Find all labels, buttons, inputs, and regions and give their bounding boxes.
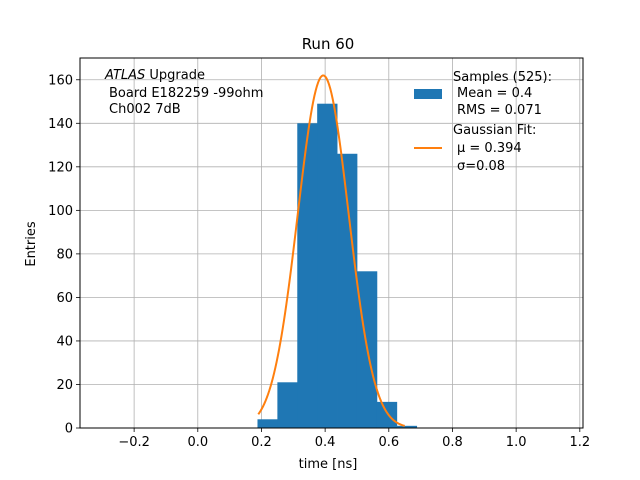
ticks: −0.2 0.0 0.2 0.4 0.6 0.8 1.0 1.2 0 20 40 60 80 100 120… (48, 73, 590, 450)
histogram-bar (376, 401, 398, 428)
x-tick-label: 0.2 (251, 435, 272, 450)
annotation-upgrade: Upgrade (145, 68, 205, 83)
y-tick-label: 40 (56, 334, 73, 349)
x-tick-label: 0.6 (378, 435, 399, 450)
histogram-bar (396, 425, 418, 428)
y-axis-label: Entries (24, 221, 39, 267)
y-tick-label: 140 (48, 117, 73, 132)
histogram-bars (257, 103, 418, 429)
legend-fit-line-1: Gaussian Fit: (453, 123, 536, 138)
x-tick-label: −0.2 (118, 435, 150, 450)
legend-fit-line-2: μ = 0.394 (457, 141, 522, 156)
x-tick-label: 0.4 (315, 435, 336, 450)
legend-samples-line-1: Samples (525): (453, 70, 552, 85)
annotation-block: ATLAS Upgrade Board E182259 -99ohm Ch002… (104, 68, 263, 117)
y-tick-label: 160 (48, 73, 73, 88)
y-tick-label: 100 (48, 204, 73, 219)
x-axis-label: time [ns] (299, 457, 358, 472)
x-tick-label: 1.0 (506, 435, 527, 450)
gaussian-fit-curve (257, 74, 405, 427)
y-tick-label: 60 (56, 291, 73, 306)
chart-title: Run 60 (302, 35, 355, 53)
x-tick-label: 0.0 (187, 435, 208, 450)
y-tick-label: 120 (48, 160, 73, 175)
histogram-bar (337, 153, 358, 428)
histogram-bar (317, 103, 338, 429)
x-tick-label: 0.8 (442, 435, 463, 450)
histogram-bar (257, 419, 278, 428)
x-tick-label: 1.2 (569, 435, 590, 450)
annotation-line-1: ATLAS Upgrade (104, 68, 205, 83)
legend-samples-line-2: Mean = 0.4 (457, 86, 532, 101)
y-tick-label: 0 (65, 422, 73, 437)
legend-fit-line-3: σ=0.08 (457, 159, 505, 174)
legend-samples-line-3: RMS = 0.071 (457, 103, 542, 118)
axes-frame (79, 57, 584, 429)
y-tick-label: 80 (56, 247, 73, 262)
legend-swatch-samples (414, 89, 442, 99)
annotation-atlas: ATLAS (104, 68, 145, 83)
legend: Samples (525): Mean = 0.4 RMS = 0.071 Ga… (414, 70, 552, 174)
annotation-line-3: Ch002 7dB (109, 102, 181, 117)
y-tick-label: 20 (56, 378, 73, 393)
fit-curve-layer (257, 74, 405, 427)
histogram-bar (277, 382, 298, 428)
histogram-bar (297, 123, 318, 428)
annotation-line-2: Board E182259 -99ohm (109, 86, 263, 101)
